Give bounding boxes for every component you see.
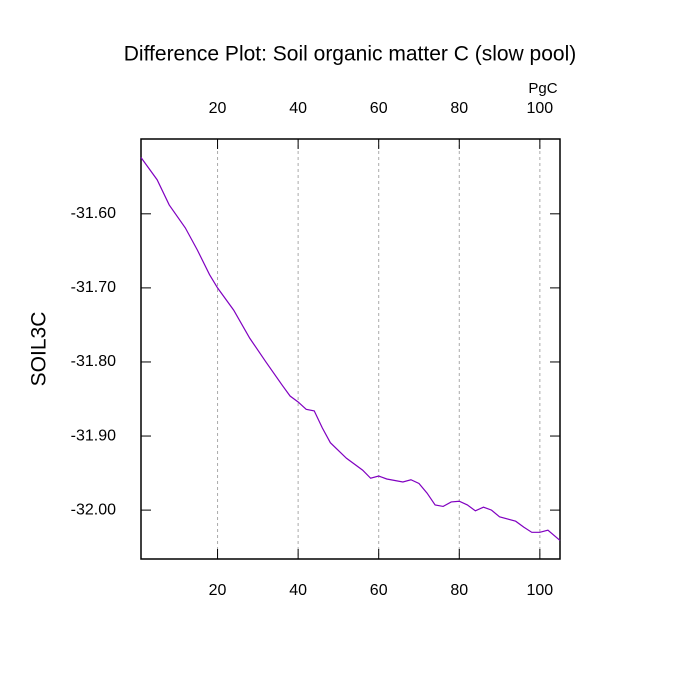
plot-frame: [140, 138, 561, 560]
x-tick-label-bottom: 60: [370, 582, 388, 599]
y-tick-label: -32.00: [71, 501, 116, 518]
x-tick-label-top: 40: [289, 100, 307, 117]
y-axis-label: SOIL3C: [28, 312, 51, 387]
x-tick-label-bottom: 100: [527, 582, 554, 599]
y-tick-label: -31.80: [71, 353, 116, 370]
x-tick-label-top: 80: [450, 100, 468, 117]
top-axis-label: PgC: [528, 80, 557, 97]
data-line: [140, 157, 561, 541]
x-tick-label-top: 60: [370, 100, 388, 117]
x-tick-label-bottom: 80: [450, 582, 468, 599]
y-tick-label: -31.60: [71, 205, 116, 222]
y-tick-label: -31.70: [71, 279, 116, 296]
x-tick-label-bottom: 20: [209, 582, 227, 599]
x-tick-label-top: 20: [209, 100, 227, 117]
x-tick-label-top: 100: [527, 100, 554, 117]
x-tick-label-bottom: 40: [289, 582, 307, 599]
chart-title: Difference Plot: Soil organic matter C (…: [124, 43, 576, 66]
y-tick-label: -31.90: [71, 427, 116, 444]
